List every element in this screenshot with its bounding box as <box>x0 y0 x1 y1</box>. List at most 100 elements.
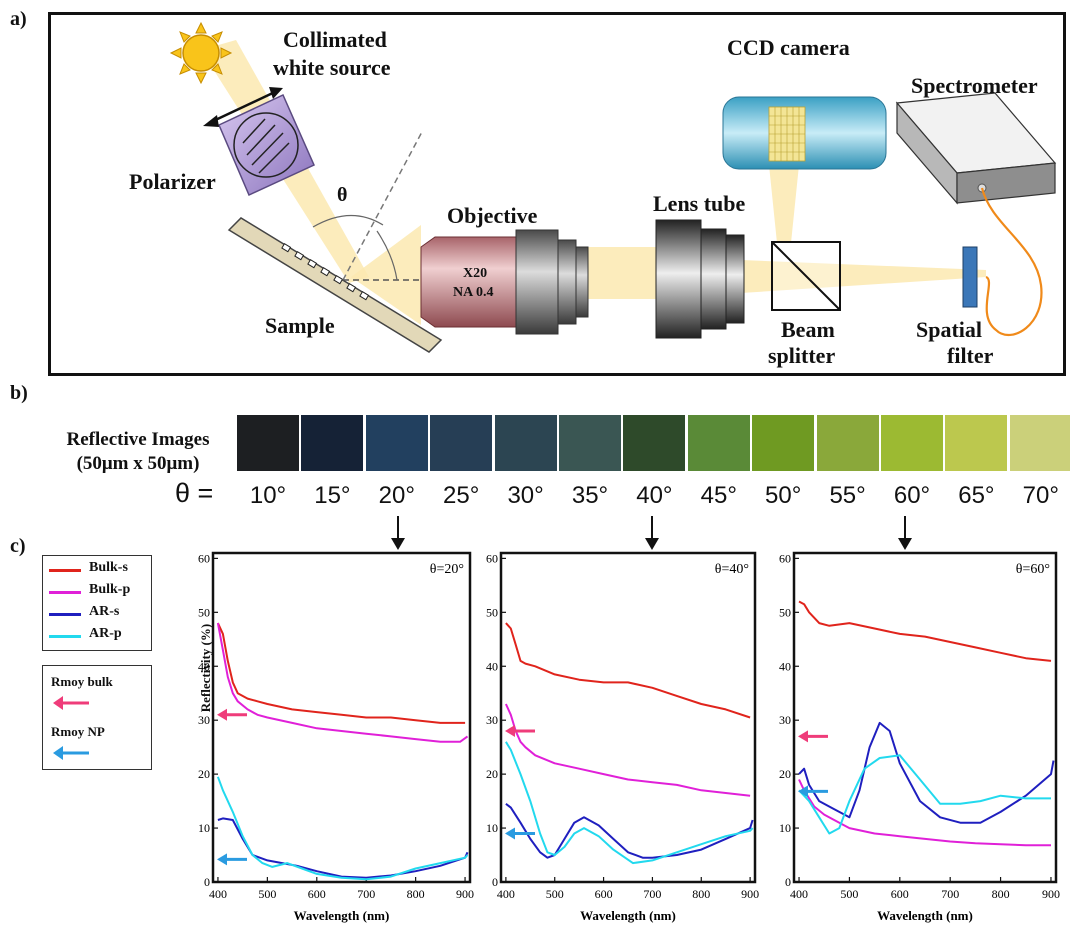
rmoy-bulk-arrow <box>798 730 828 743</box>
y-tick-label: 20 <box>198 767 210 781</box>
reflective-image-tile <box>494 415 557 471</box>
reflective-image-tile <box>1009 415 1070 471</box>
rmoy-np-arrow <box>505 827 535 840</box>
x-tick-label: 600 <box>308 887 326 901</box>
theta-annotation: θ=40° <box>715 562 749 577</box>
objective-label: Objective <box>447 203 538 228</box>
series-line <box>798 721 1055 824</box>
angle-label: 20° <box>378 482 415 509</box>
angle-label: 10° <box>249 482 287 509</box>
y-tick-label: 10 <box>779 821 791 835</box>
spectrometer <box>895 92 1057 205</box>
arrow-head <box>217 853 227 866</box>
angle-label: 25° <box>443 482 480 509</box>
y-tick-label: 10 <box>486 821 498 835</box>
theta-annotation: θ=60° <box>1016 562 1050 577</box>
x-axis-label: Wavelength (nm) <box>294 908 390 923</box>
x-axis-label: Wavelength (nm) <box>580 908 676 923</box>
reflective-images-size: (50μm x 50μm) <box>76 453 200 474</box>
reflective-image-tile <box>945 415 1008 471</box>
angle-label: 65° <box>958 482 995 509</box>
spectrometer-label: Spectrometer <box>911 73 1038 98</box>
angle-label: 30° <box>507 482 544 509</box>
reflective-image-tile <box>623 415 686 471</box>
spatial-filter-label-line1: Spatial <box>916 317 982 342</box>
x-tick-label: 800 <box>692 887 710 901</box>
arrow-left-icon <box>53 696 89 710</box>
x-tick-label: 600 <box>595 887 613 901</box>
y-tick-label: 20 <box>779 767 791 781</box>
source-label-line2: white source <box>273 55 391 80</box>
y-tick-label: 0 <box>785 875 791 889</box>
setup-diagram: θ X20 NA 0.4 <box>48 12 1066 376</box>
arrow-down-icon <box>645 516 659 550</box>
legend-swatch <box>49 591 81 594</box>
angle-label: 50° <box>765 482 802 509</box>
rmoy-bulk-arrow <box>217 708 247 721</box>
x-tick-label: 600 <box>891 887 909 901</box>
x-tick-label: 800 <box>407 887 425 901</box>
reflective-image-tile <box>430 415 493 471</box>
arrow-head <box>505 724 515 737</box>
series-line <box>798 754 1051 835</box>
arrow-head <box>798 785 808 798</box>
chart-theta-60: 0 10 20 30 40 50 60 400 500 600 700 800 900 Wavelengt… <box>779 551 1060 923</box>
beam-splitter <box>771 241 841 311</box>
y-tick-label: 0 <box>492 875 498 889</box>
x-tick-label: 400 <box>209 887 227 901</box>
series-line <box>505 622 751 719</box>
x-tick-label: 400 <box>497 887 515 901</box>
arrow-left-icon <box>53 746 89 760</box>
x-tick-label: 400 <box>790 887 808 901</box>
lens-tube <box>655 219 745 339</box>
y-tick-label: 50 <box>198 605 210 619</box>
rmoy-bulk-label: Rmoy bulk <box>51 674 113 689</box>
rmoy-bulk-arrow <box>505 724 535 737</box>
x-tick-label: 900 <box>741 887 759 901</box>
series-line <box>798 600 1052 662</box>
arrow-down-icon <box>391 516 405 550</box>
x-tick-label: 700 <box>643 887 661 901</box>
reflective-image-tile <box>559 415 621 471</box>
series-line <box>216 622 466 724</box>
polarizer-label: Polarizer <box>129 169 216 194</box>
y-tick-label: 50 <box>779 605 791 619</box>
angle-label: 45° <box>700 482 737 509</box>
panel-label-c: c) <box>10 535 26 557</box>
reflective-image-tile <box>752 415 815 471</box>
angle-label: 40° <box>636 482 673 509</box>
x-tick-label: 500 <box>258 887 276 901</box>
series-line <box>798 779 1051 847</box>
y-tick-label: 60 <box>198 551 210 565</box>
y-tick-label: 40 <box>198 659 210 673</box>
panel-label-b: b) <box>10 382 28 404</box>
series-line <box>504 703 751 797</box>
legend-swatch <box>49 569 81 572</box>
y-tick-label: 30 <box>486 713 498 727</box>
beam-splitter-label-line2: splitter <box>768 343 835 368</box>
series-line <box>216 776 469 881</box>
objective <box>420 229 589 335</box>
sun-icon <box>169 21 233 85</box>
y-tick-label: 60 <box>779 551 791 565</box>
theta-annotation: θ=20° <box>430 562 464 577</box>
angle-label: 15° <box>314 482 351 509</box>
legend-swatch <box>49 635 81 638</box>
y-tick-label: 20 <box>486 767 498 781</box>
series-line <box>505 741 754 865</box>
reflective-image-tile <box>816 415 879 471</box>
plot-frame <box>792 551 1058 884</box>
source-label-line1: Collimated <box>283 27 387 52</box>
arrow-head <box>798 730 808 743</box>
spatial-filter-label-line2: filter <box>947 343 994 368</box>
beam-splitter-label-line1: Beam <box>781 317 835 342</box>
reflective-image-tile <box>881 415 943 471</box>
y-tick-label: 0 <box>204 875 210 889</box>
angle-label: 70° <box>1022 482 1059 509</box>
theta-label: θ <box>337 184 347 206</box>
x-tick-label: 500 <box>546 887 564 901</box>
rmoy-legend: Rmoy bulk Rmoy NP <box>42 665 152 770</box>
reflective-image-tile <box>365 415 428 471</box>
y-tick-label: 60 <box>486 551 498 565</box>
sample-label: Sample <box>265 313 335 338</box>
